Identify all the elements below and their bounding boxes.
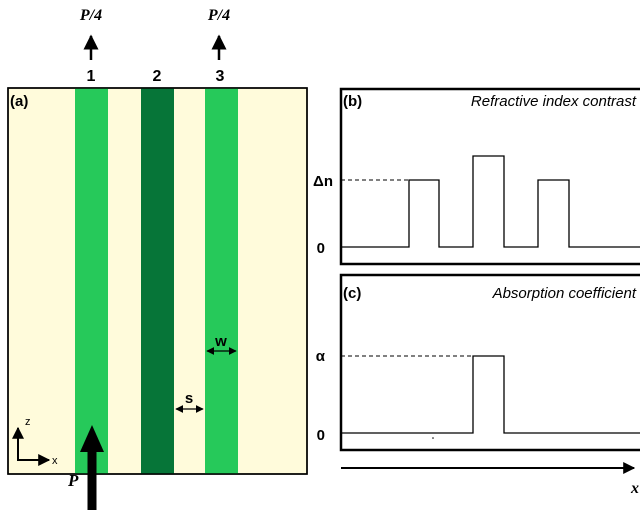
- waveguide-label-3: 3: [216, 68, 225, 85]
- panel-a: (a) 1 2 3 P/4 P/4 P s w z x: [7, 7, 308, 510]
- axis-x-label: x: [52, 455, 58, 467]
- input-arrowhead: [80, 425, 104, 452]
- panel-c-profile: [341, 355, 640, 434]
- output-label-3: P/4: [207, 7, 230, 24]
- panel-b-label: (b): [343, 93, 362, 110]
- panel-c-label: (c): [343, 285, 361, 302]
- waveguide-label-2: 2: [153, 68, 162, 85]
- panel-b-title: Refractive index contrast: [471, 93, 637, 110]
- dim-w-label: w: [214, 333, 227, 350]
- panel-b-y-zero: 0: [317, 240, 325, 257]
- panel-b-profile: [341, 155, 640, 248]
- panel-c: (c) Absorption coefficient α 0: [316, 273, 640, 452]
- axis-z-label: z: [25, 416, 31, 428]
- panel-c-frame: [339, 273, 640, 452]
- panel-c-title: Absorption coefficient: [492, 285, 637, 302]
- panel-b-frame: [339, 87, 640, 266]
- waveguide-2: [141, 88, 174, 474]
- input-label: P: [67, 471, 79, 490]
- panel-c-dot: [432, 437, 434, 439]
- dim-s-label: s: [185, 390, 193, 407]
- panel-a-label: (a): [10, 93, 28, 110]
- x-axis-label: x: [630, 480, 639, 497]
- panel-c-y-zero: 0: [317, 427, 325, 444]
- waveguide-1: [75, 88, 108, 474]
- panel-b-y-high: Δn: [313, 173, 333, 190]
- waveguide-label-1: 1: [87, 68, 96, 85]
- panel-a-border: [7, 87, 308, 475]
- output-label-1: P/4: [79, 7, 102, 24]
- panel-c-y-high: α: [316, 348, 326, 365]
- panel-b: (b) Refractive index contrast Δn 0: [313, 87, 640, 266]
- waveguide-3: [205, 88, 238, 474]
